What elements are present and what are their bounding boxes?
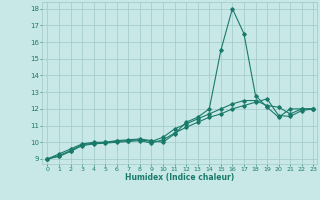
X-axis label: Humidex (Indice chaleur): Humidex (Indice chaleur) xyxy=(124,173,234,182)
